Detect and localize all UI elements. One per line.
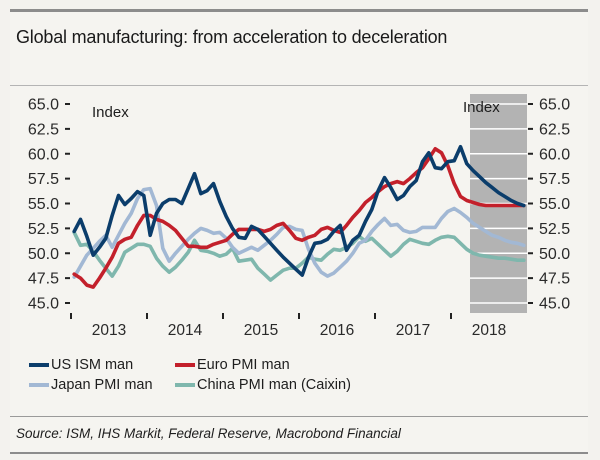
y-right-tick-label: 47.5	[539, 271, 570, 288]
source-divider-top	[10, 416, 588, 417]
y-left-tick-label: 55.0	[28, 196, 59, 213]
us-ism-line	[72, 145, 526, 277]
y-left-tick-label: 60.0	[28, 146, 59, 163]
y-right-tick-label: 62.5	[539, 121, 570, 138]
y-right-tick-label: 57.5	[539, 171, 570, 188]
euro-pmi-line	[72, 147, 526, 289]
y-left-tick-label: 65.0	[28, 97, 59, 114]
legend-swatch-japan-pmi	[29, 383, 49, 387]
legend-label-china-pmi: China PMI man (Caixin)	[197, 377, 351, 393]
legend-label-euro-pmi: Euro PMI man	[197, 357, 290, 373]
axes-layer: 65.0 65.0 62.5 62.5 60.0 60.0 57.5 57.5 55.0 55.0…	[28, 97, 570, 340]
source-note: Source: ISM, IHS Markit, Federal Reserve…	[16, 426, 401, 441]
x-tick-label: 2016	[320, 322, 354, 339]
legend-swatch-euro-pmi	[175, 363, 195, 367]
top-divider	[10, 9, 588, 12]
x-tick-label: 2014	[168, 322, 203, 339]
y-right-tick-label: 55.0	[539, 196, 570, 213]
x-tick-label: 2017	[396, 322, 430, 339]
legend-item-china-pmi: China PMI man (Caixin)	[175, 377, 351, 393]
y-axis-left-title: Index	[92, 104, 129, 121]
y-left-tick-label: 50.0	[28, 246, 59, 263]
title-divider	[10, 85, 588, 86]
x-tick-label: 2018	[472, 322, 506, 339]
japan-pmi-line	[72, 186, 526, 279]
source-divider-bottom	[10, 452, 588, 454]
y-left-tick-label: 57.5	[28, 171, 59, 188]
y-right-tick-label: 65.0	[539, 97, 570, 114]
legend-label-japan-pmi: Japan PMI man	[51, 377, 153, 393]
legend-swatch-us-ism	[29, 363, 49, 367]
y-left-tick-label: 62.5	[28, 121, 59, 138]
y-left-tick-label: 45.0	[28, 296, 59, 313]
legend-swatch-china-pmi	[175, 383, 195, 387]
series-layer	[72, 145, 526, 289]
y-left-tick-label: 47.5	[28, 271, 59, 288]
y-right-tick-label: 60.0	[539, 146, 570, 163]
y-axis-right-title: Index	[463, 99, 500, 116]
x-tick-label: 2013	[92, 322, 126, 339]
legend-item-japan-pmi: Japan PMI man	[29, 377, 153, 393]
legend-item-euro-pmi: Euro PMI man	[175, 357, 290, 373]
chart-title: Global manufacturing: from acceleration …	[16, 27, 448, 47]
legend-item-us-ism: US ISM man	[29, 357, 133, 373]
y-right-tick-label: 52.5	[539, 221, 570, 238]
legend-label-us-ism: US ISM man	[51, 357, 134, 373]
x-tick-label: 2015	[244, 322, 278, 339]
y-right-tick-label: 45.0	[539, 296, 570, 313]
y-right-tick-label: 50.0	[539, 246, 570, 263]
y-left-tick-label: 52.5	[28, 221, 59, 238]
china-pmi-line	[72, 230, 526, 282]
